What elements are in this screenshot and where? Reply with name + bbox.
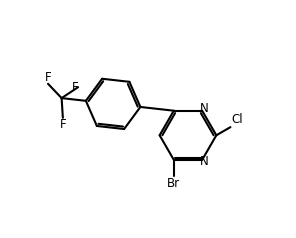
Text: F: F	[59, 118, 66, 131]
Text: N: N	[200, 155, 208, 168]
Text: N: N	[200, 102, 208, 115]
Text: F: F	[71, 81, 78, 94]
Text: F: F	[45, 71, 51, 84]
Text: Br: Br	[167, 177, 180, 190]
Text: Cl: Cl	[231, 113, 243, 126]
